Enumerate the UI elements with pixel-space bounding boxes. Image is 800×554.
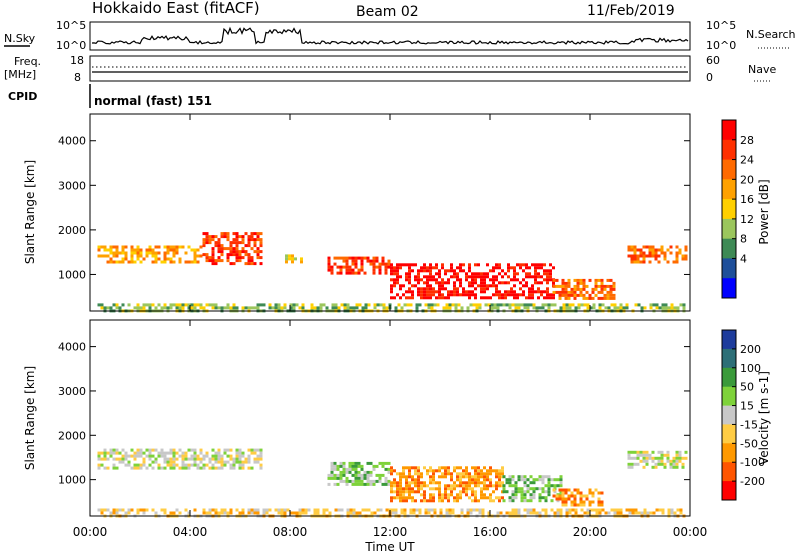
colorbar-swatch (722, 348, 736, 369)
cpid-text: normal (fast) 151 (94, 94, 212, 108)
colorbar-tick-label: 16 (740, 193, 754, 206)
y-tick-label: 2000 (58, 429, 86, 442)
colorbar-swatch (722, 462, 736, 482)
x-tick-label: 16:00 (473, 525, 508, 539)
noise-tick-top-right: 10^5 (706, 19, 736, 32)
x-tick-label: 00:00 (73, 525, 108, 539)
x-tick-label: 04:00 (173, 525, 208, 539)
power-panel: 1000 2000 3000 4000 Slant Range [km] (23, 113, 691, 313)
x-axis: 00:00 04:00 08:00 12:00 16:00 20:00 00:00 (73, 114, 708, 539)
power-colorbar: 28 24 20 16 12 8 4 (721, 119, 754, 299)
colorbar-tick-label: 12 (740, 213, 754, 226)
power-colorbar-label: Power [dB] (757, 179, 771, 244)
colorbar-tick-label: -200 (740, 475, 765, 488)
nsky-label: N.Sky (4, 32, 36, 45)
y-tick-label: 1000 (58, 474, 86, 487)
x-tick-label: 00:00 (673, 525, 708, 539)
velocity-colorbar-label: Velocity [m s-1] (757, 371, 771, 465)
echo-region-6 (627, 245, 688, 264)
freq-label: Freq. (14, 55, 41, 68)
noise-sky-line (91, 26, 689, 45)
x-tick-label: 12:00 (373, 525, 408, 539)
echo-region-2 (390, 466, 504, 503)
x-tick-label: 20:00 (573, 525, 608, 539)
x-tick-label: 08:00 (273, 525, 308, 539)
colorbar-swatch (722, 330, 736, 350)
velocity-ylabel: Slant Range [km] (23, 366, 37, 470)
colorbar-tick-label: 4 (740, 252, 747, 265)
freq-panel: Freq. [MHz] 18 8 60 0 Nave (4, 54, 776, 84)
echo-region-4 (552, 488, 604, 507)
cpid-label: CPID (8, 90, 37, 103)
echo-region-4 (390, 263, 555, 300)
nave-tick-bottom: 0 (706, 71, 713, 84)
colorbar-swatch (722, 238, 736, 259)
beam-label: Beam 02 (356, 4, 419, 20)
cpid-row: CPID normal (fast) 151 (8, 84, 212, 108)
colorbar-swatch (722, 386, 736, 407)
colorbar-swatch (722, 179, 736, 200)
colorbar-tick-label: 15 (740, 400, 754, 413)
echo-region-5 (627, 450, 688, 469)
echo-region-3 (327, 256, 391, 275)
velocity-colorbar: 200 100 50 15 -15 -50 -100 -200 (721, 329, 765, 501)
colorbar-swatch (722, 120, 736, 141)
nave-tick-top: 60 (706, 54, 720, 67)
noise-panel: N.Sky 10^5 10^0 10^5 10^0 N.Search (4, 19, 796, 52)
date-label: 11/Feb/2019 (587, 3, 675, 19)
noise-tick-bottom-left: 10^0 (56, 39, 86, 52)
colorbar-tick-label: 24 (740, 154, 754, 167)
colorbar-tick-label: 8 (740, 233, 747, 246)
echo-region-1 (327, 461, 391, 486)
freq-unit-label: [MHz] (4, 68, 36, 81)
colorbar-swatch (722, 218, 736, 240)
colorbar-swatch (722, 159, 736, 180)
y-tick-label: 4000 (58, 341, 86, 354)
y-tick-label: 3000 (58, 385, 86, 398)
colorbar-tick-label: 200 (740, 343, 761, 356)
colorbar-swatch (722, 258, 736, 279)
echo-region-0 (97, 448, 263, 470)
noise-tick-bottom-right: 10^0 (706, 39, 736, 52)
y-tick-label: 2000 (58, 224, 86, 237)
colorbar-tick-label: 28 (740, 134, 754, 147)
colorbar-tick-label: -50 (740, 437, 758, 450)
echo-region-2 (285, 254, 303, 264)
colorbar-tick-label: 50 (740, 381, 754, 394)
colorbar-swatch (722, 443, 736, 463)
power-ylabel: Slant Range [km] (23, 160, 37, 264)
nsearch-label: N.Search (746, 28, 796, 41)
freq-tick-top: 18 (70, 54, 84, 67)
echo-region-5 (552, 278, 616, 300)
y-tick-label: 1000 (58, 268, 86, 281)
echo-region-1 (202, 232, 263, 266)
colorbar-swatch (722, 367, 736, 388)
y-tick-label: 4000 (58, 135, 86, 148)
noise-tick-top-left: 10^5 (56, 19, 86, 32)
colorbar-tick-label: -15 (740, 418, 758, 431)
colorbar-swatch (722, 424, 736, 444)
y-tick-label: 3000 (58, 179, 86, 192)
echo-region-0 (97, 245, 203, 264)
freq-tick-bottom: 8 (74, 71, 81, 84)
velocity-panel: 1000 2000 3000 4000 Slant Range [km] (23, 319, 691, 518)
colorbar-swatch (722, 278, 736, 299)
colorbar-swatch (722, 481, 736, 501)
nave-label: Nave (748, 63, 776, 76)
colorbar-swatch (722, 405, 736, 425)
chart-title: Hokkaido East (fitACF) (92, 0, 260, 17)
colorbar-tick-label: 100 (740, 362, 761, 375)
colorbar-swatch (722, 199, 736, 220)
colorbar-tick-label: 20 (740, 173, 754, 186)
colorbar-swatch (722, 139, 736, 161)
colorbar-tick-label: -100 (740, 456, 765, 469)
x-axis-label: Time UT (364, 540, 415, 554)
